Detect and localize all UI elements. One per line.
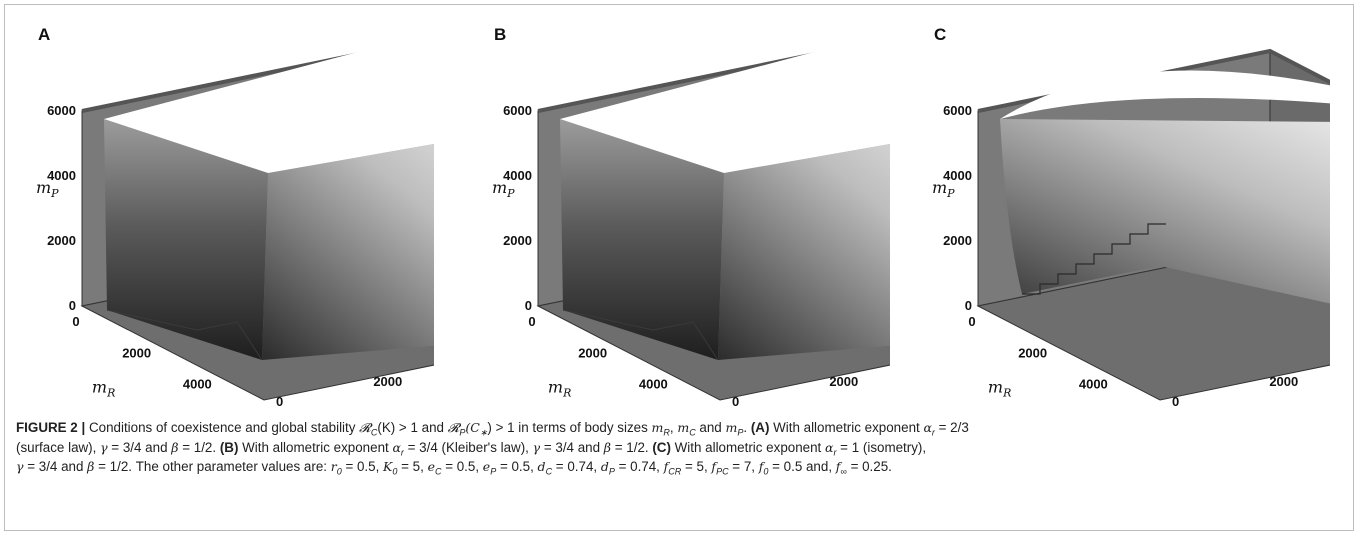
x-tick-label: 0 — [968, 314, 975, 329]
x-axis-label: mR — [92, 377, 115, 399]
surface-front-face — [104, 119, 268, 360]
caption-line: (surface law), γ = 3/4 and β = 1/2. (B) … — [16, 439, 927, 458]
z-tick-label: 0 — [965, 298, 972, 313]
surface-front-face — [560, 119, 724, 360]
z-tick-label: 6000 — [503, 103, 532, 118]
panel-label: B — [494, 25, 506, 44]
panel-a: A020004000600002000400060000200040006000… — [4, 8, 434, 408]
surface-side-face — [262, 143, 434, 360]
x-tick-label: 4000 — [1079, 377, 1108, 392]
surface-staircase — [1022, 223, 1166, 295]
surface-side-face — [718, 143, 890, 360]
y-tick-label: 2000 — [1269, 374, 1298, 389]
surface-top-face — [560, 43, 890, 173]
z-tick-label: 4000 — [943, 168, 972, 183]
y-tick-label: 0 — [1172, 394, 1179, 408]
surface-foot — [562, 309, 719, 361]
z-tick-label: 2000 — [47, 233, 76, 248]
panel-label: A — [38, 25, 50, 44]
surface-top-face — [1000, 70, 1330, 119]
surface-foot — [106, 309, 263, 361]
y-tick-label: 0 — [276, 394, 283, 408]
figure-label: FIGURE 2 | — [16, 420, 86, 435]
caption-line: FIGURE 2 | Conditions of coexistence and… — [16, 420, 969, 438]
panel-b: B020004000600002000400060000200040006000… — [460, 8, 890, 408]
x-tick-label: 2000 — [1018, 345, 1047, 360]
x-axis-label: mR — [548, 377, 571, 399]
y-tick-label: 2000 — [829, 374, 858, 389]
surface-top-face — [104, 43, 434, 173]
x-tick-label: 0 — [528, 314, 535, 329]
x-tick-label: 2000 — [578, 345, 607, 360]
surface-plot-c: C020004000600002000400060000200040006000… — [932, 25, 1330, 408]
x-tick-label: 4000 — [183, 377, 212, 392]
x-axis-label: mR — [988, 377, 1011, 399]
y-tick-label: 0 — [732, 394, 739, 408]
z-tick-label: 4000 — [503, 168, 532, 183]
y-tick-label: 2000 — [373, 374, 402, 389]
surface-plot-a: A020004000600002000400060000200040006000… — [36, 25, 434, 408]
z-tick-label: 6000 — [47, 103, 76, 118]
x-tick-label: 4000 — [639, 377, 668, 392]
z-tick-label: 2000 — [943, 233, 972, 248]
z-tick-label: 0 — [69, 298, 76, 313]
surface-curved-shell — [1000, 119, 1330, 304]
figure-frame — [4, 4, 1354, 531]
z-tick-label: 4000 — [47, 168, 76, 183]
x-tick-label: 0 — [72, 314, 79, 329]
z-tick-label: 6000 — [943, 103, 972, 118]
panel-c: C020004000600002000400060000200040006000… — [900, 8, 1330, 408]
panel-label: C — [934, 25, 946, 44]
caption-line: γ = 3/4 and β = 1/2. The other parameter… — [16, 459, 892, 477]
x-tick-label: 2000 — [122, 345, 151, 360]
z-tick-label: 2000 — [503, 233, 532, 248]
z-tick-label: 0 — [525, 298, 532, 313]
figure-caption: FIGURE 2 | Conditions of coexistence and… — [16, 418, 1341, 477]
surface-plot-b: B020004000600002000400060000200040006000… — [492, 25, 890, 408]
